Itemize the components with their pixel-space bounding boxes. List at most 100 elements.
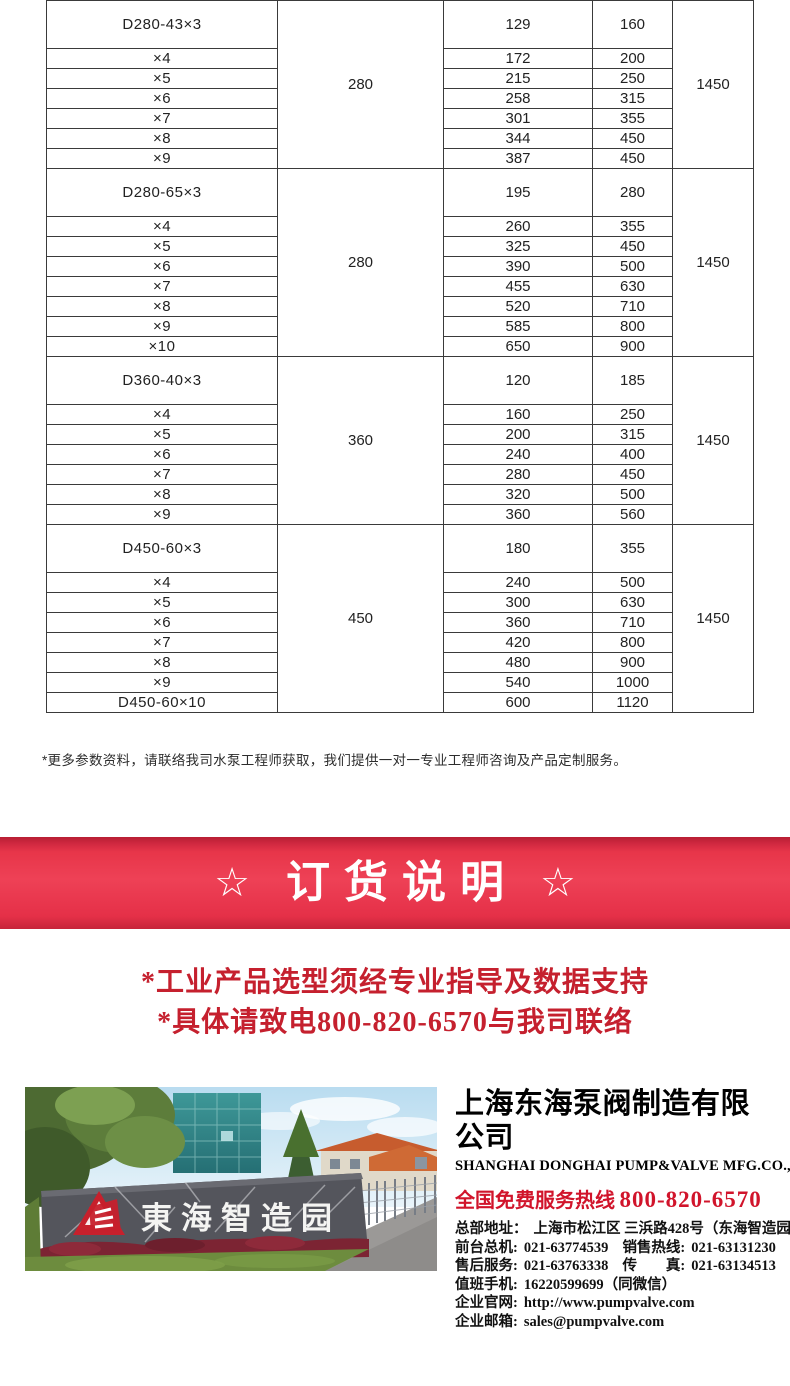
notice-line-phone: *具体请致电800-820-6570与我司联络 bbox=[157, 1007, 633, 1038]
hotline-number: 800-820-6570 bbox=[619, 1187, 762, 1212]
table-row: D280-65×3 280 195 280 1450 bbox=[46, 168, 754, 357]
cell-model: ×8 bbox=[46, 128, 278, 149]
cell-value-1: 387 bbox=[443, 148, 593, 169]
cell-value-2: 560 bbox=[592, 504, 673, 525]
cell-value-2: 710 bbox=[592, 612, 673, 633]
cell-value-2: 630 bbox=[592, 592, 673, 613]
contact-label: 企业官网: bbox=[455, 1295, 518, 1311]
cell-model: ×7 bbox=[46, 632, 278, 653]
cell-value-2: 450 bbox=[592, 464, 673, 485]
contact-pair: 企业官网: http://www.pumpvalve.com bbox=[455, 1295, 695, 1311]
notice-block: *工业产品选型须经专业指导及数据支持 *具体请致电800-820-6570与我司… bbox=[0, 963, 790, 1043]
spec-table-section: D280-43×3 280 129 160 1450 ×4 172 200 ×5 215 250 ×6… bbox=[46, 0, 754, 713]
cell-model: ×4 bbox=[46, 572, 278, 593]
contact-pair: 总部地址： 上海市松江区 三浜路428号（东海智造园） bbox=[455, 1221, 790, 1237]
cell-value-1: 390 bbox=[443, 256, 593, 277]
cell-value-2: 400 bbox=[592, 444, 673, 465]
cell-model: ×8 bbox=[46, 484, 278, 505]
cell-value-2: 500 bbox=[592, 484, 673, 505]
glass-building bbox=[173, 1093, 261, 1173]
cell-flow: 450 bbox=[277, 524, 444, 713]
table-row: ×6 390 500 bbox=[46, 256, 754, 277]
cell-model: ×9 bbox=[46, 672, 278, 693]
cell-value-2: 315 bbox=[592, 88, 673, 109]
contact-label: 企业邮箱: bbox=[455, 1313, 518, 1330]
cell-value-2: 355 bbox=[592, 216, 673, 237]
contact-line: 总部地址： 上海市松江区 三浜路428号（东海智造园） bbox=[455, 1220, 790, 1239]
cell-model: D450-60×10 bbox=[46, 692, 278, 713]
cell-value-1: 172 bbox=[443, 48, 593, 69]
contact-value: 021-63131230 bbox=[691, 1239, 776, 1256]
table-row: D450-60×3 450 180 355 1450 bbox=[46, 524, 754, 713]
cell-value-1: 455 bbox=[443, 276, 593, 297]
trees bbox=[25, 1087, 319, 1207]
table-row: D280-43×3 280 129 160 1450 bbox=[46, 0, 754, 169]
engineer-note: *更多参数资料，请联络我司水泵工程师获取，我们提供一对一专业工程师咨询及产品定制… bbox=[42, 753, 628, 768]
notice-line-selection: *工业产品选型须经专业指导及数据支持 bbox=[140, 967, 649, 998]
cell-value-1: 300 bbox=[443, 592, 593, 613]
cell-model: ×4 bbox=[46, 216, 278, 237]
cell-value-2: 630 bbox=[592, 276, 673, 297]
company-name-cn: 上海东海泵阀制造有限公司 bbox=[455, 1088, 751, 1154]
cell-model: ×6 bbox=[46, 612, 278, 633]
cell-value-2: 250 bbox=[592, 404, 673, 425]
table-row: ×8 320 500 bbox=[46, 484, 754, 505]
cell-value-2: 900 bbox=[592, 336, 673, 357]
cell-value-1: 325 bbox=[443, 236, 593, 257]
cell-value-2: 900 bbox=[592, 652, 673, 673]
contact-pair: 售后服务: 021-63763338 bbox=[455, 1258, 608, 1274]
cell-model: ×6 bbox=[46, 256, 278, 277]
cell-value-1: 280 bbox=[443, 464, 593, 485]
cell-value-2: 200 bbox=[592, 48, 673, 69]
company-name-en: SHANGHAI DONGHAI PUMP&VALVE MFG.CO.,LTD. bbox=[455, 1158, 790, 1174]
cell-value-2: 1120 bbox=[592, 692, 673, 713]
cell-speed: 1450 bbox=[672, 168, 754, 357]
cell-model: D280-43×3 bbox=[46, 0, 278, 49]
cell-value-1: 260 bbox=[443, 216, 593, 237]
sign-text: 東海智造园 bbox=[141, 1201, 341, 1236]
cell-value-2: 280 bbox=[592, 168, 673, 217]
cell-value-1: 650 bbox=[443, 336, 593, 357]
cell-value-2: 250 bbox=[592, 68, 673, 89]
cell-value-1: 585 bbox=[443, 316, 593, 337]
cell-model: ×8 bbox=[46, 652, 278, 673]
service-hotline: 全国免费服务热线 800-820-6570 bbox=[455, 1184, 775, 1213]
cell-value-1: 120 bbox=[443, 356, 593, 405]
table-row: D360-40×3 360 120 185 1450 bbox=[46, 356, 754, 525]
contact-pair: 值班手机: 16220599699（同微信） bbox=[455, 1277, 676, 1293]
cell-flow: 360 bbox=[277, 356, 444, 525]
cell-value-2: 800 bbox=[592, 632, 673, 653]
cell-speed: 1450 bbox=[672, 356, 754, 525]
cell-value-2: 185 bbox=[592, 356, 673, 405]
contact-value: 16220599699（同微信） bbox=[523, 1276, 677, 1293]
cell-model: ×7 bbox=[46, 276, 278, 297]
table-row: ×5 215 250 bbox=[46, 68, 754, 89]
contact-line: 企业邮箱: sales@pumpvalve.com bbox=[455, 1313, 775, 1332]
cell-model: ×5 bbox=[46, 68, 278, 89]
cell-model: ×7 bbox=[46, 464, 278, 485]
cell-model: ×8 bbox=[46, 296, 278, 317]
cell-value-1: 195 bbox=[443, 168, 593, 217]
contact-label: 传 真: bbox=[622, 1258, 686, 1274]
cell-value-1: 160 bbox=[443, 404, 593, 425]
table-row: D450-60×10 600 1120 bbox=[46, 692, 754, 713]
cell-model: D280-65×3 bbox=[46, 168, 278, 217]
factory-photo: 東海智造园 bbox=[25, 1087, 437, 1271]
contact-pair: 前台总机: 021-63774539 bbox=[455, 1240, 608, 1256]
cell-value-2: 450 bbox=[592, 236, 673, 257]
star-icon: ☆ bbox=[540, 861, 576, 905]
cell-model: D450-60×3 bbox=[46, 524, 278, 573]
lawn bbox=[25, 1197, 369, 1271]
company-logo-mark bbox=[73, 1191, 125, 1235]
table-row: ×4 260 355 bbox=[46, 216, 754, 237]
table-row: ×9 585 800 bbox=[46, 316, 754, 337]
cell-value-1: 520 bbox=[443, 296, 593, 317]
cell-value-1: 240 bbox=[443, 572, 593, 593]
contact-pair: 销售热线: 021-63131230 bbox=[622, 1240, 775, 1256]
contact-label: 前台总机: bbox=[455, 1239, 518, 1256]
cell-value-2: 355 bbox=[592, 108, 673, 129]
contact-pair: 传 真: 021-63134513 bbox=[622, 1258, 775, 1274]
cell-value-2: 355 bbox=[592, 524, 673, 573]
cell-model: ×5 bbox=[46, 592, 278, 613]
contact-list: 总部地址： 上海市松江区 三浜路428号（东海智造园） 前台总机: 021-63774… bbox=[455, 1220, 790, 1332]
